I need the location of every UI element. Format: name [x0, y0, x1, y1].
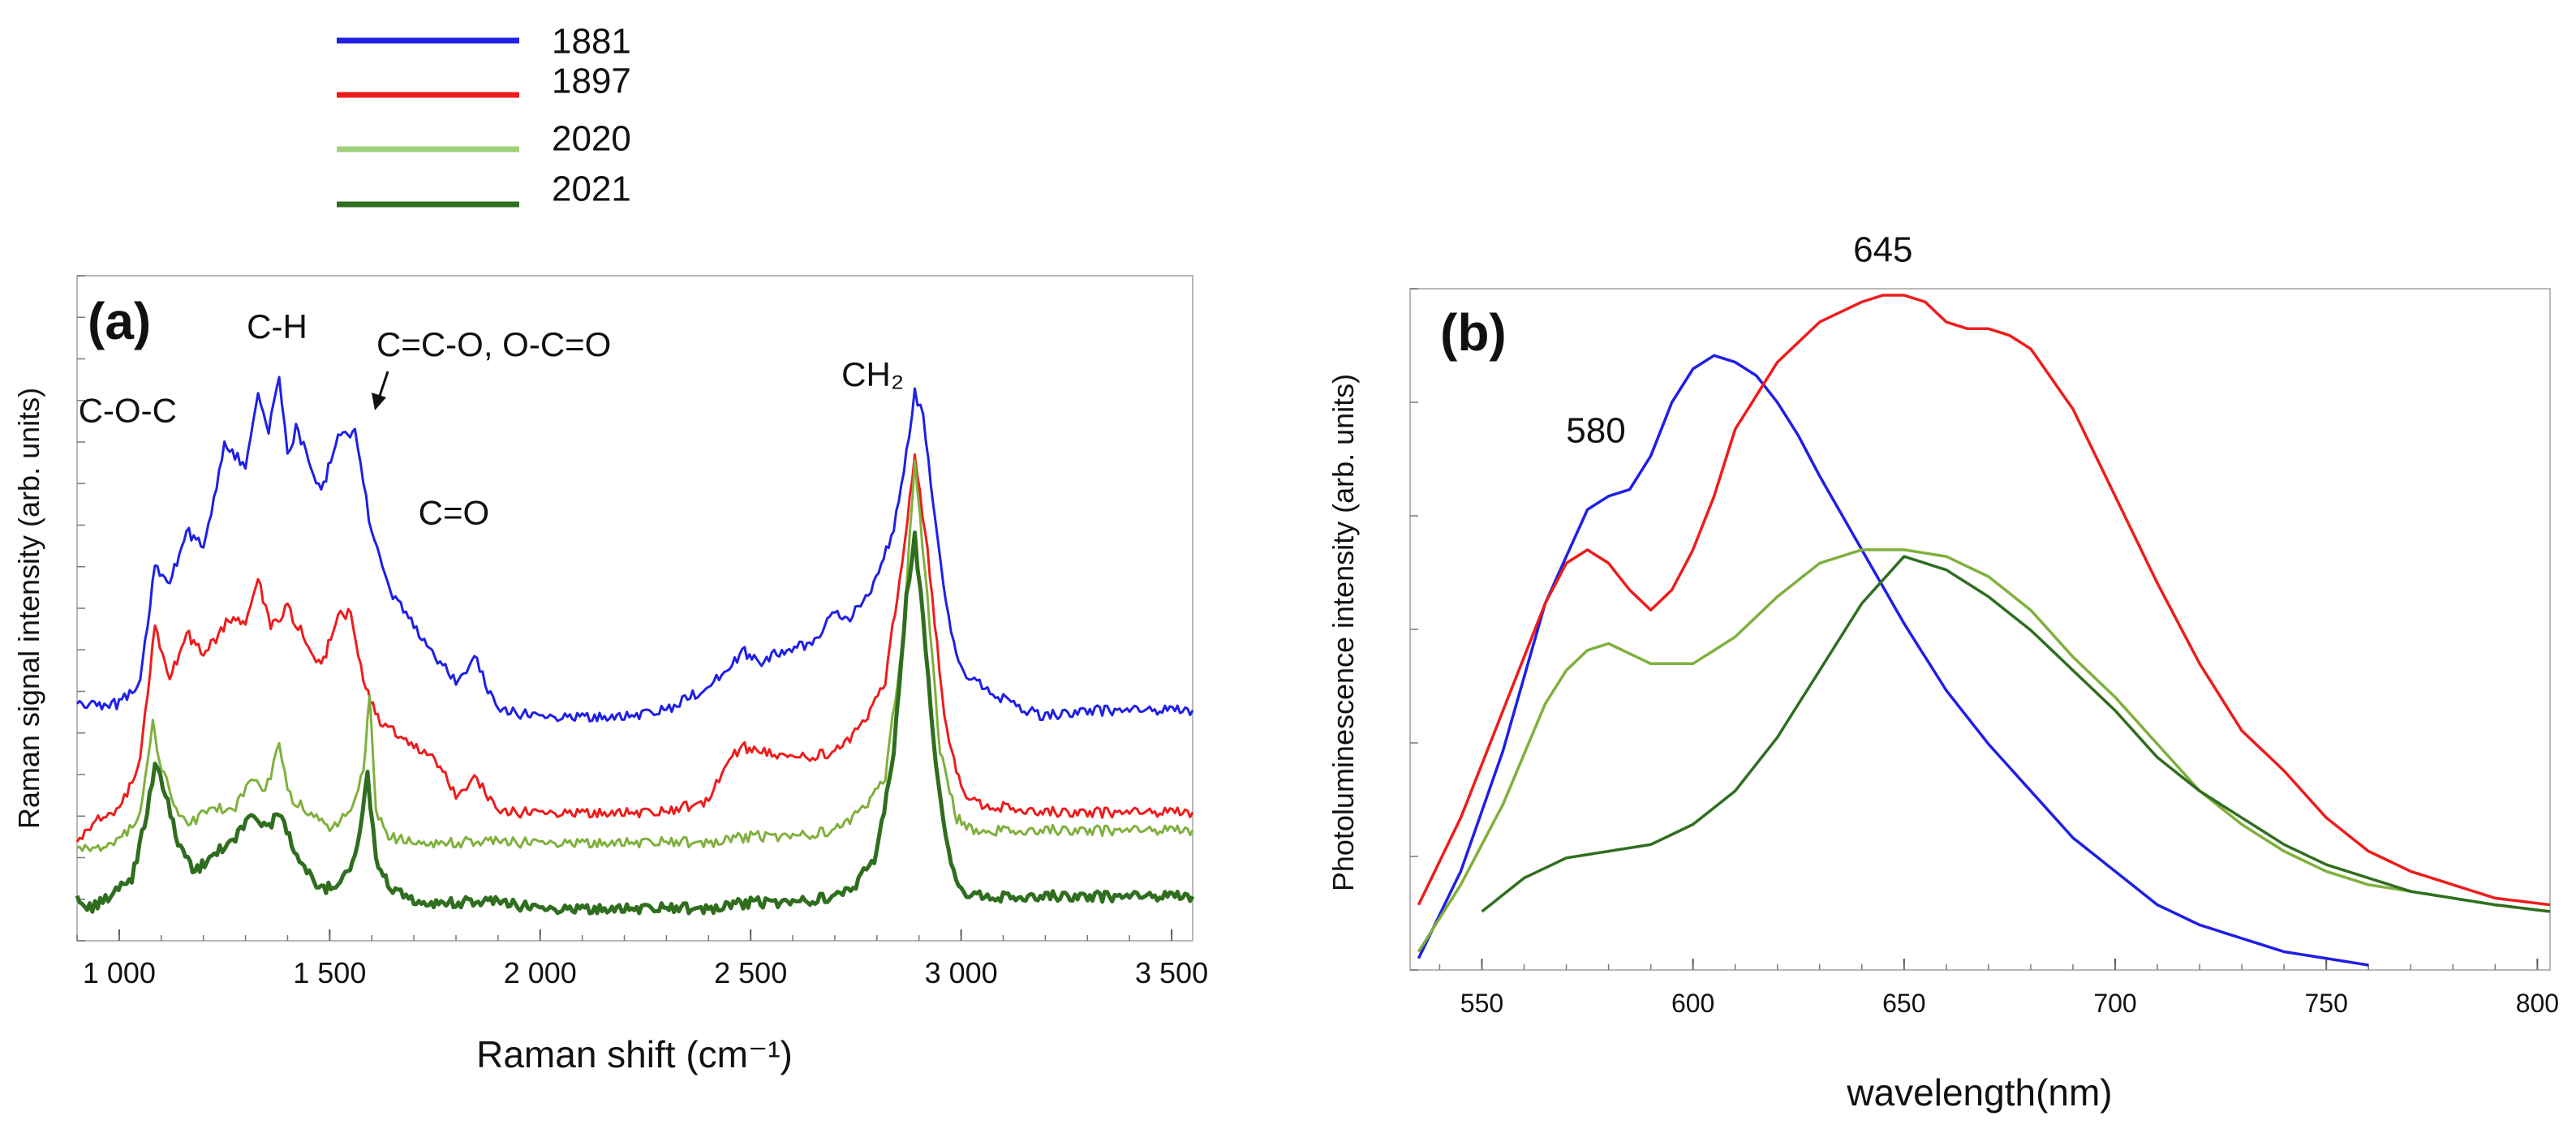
series-line-2021 — [1481, 555, 2551, 913]
series-line-2020 — [1417, 548, 2551, 953]
annotation-label: C-H — [247, 307, 307, 345]
ytick-marks-b — [1410, 288, 1418, 971]
xlabel-b: wavelength(nm) — [1846, 1071, 2112, 1114]
xtick-marks-a: 1 000 1 500 2 000 2 500 3 000 3 500 — [76, 929, 1208, 989]
series-line-1897 — [75, 453, 1194, 843]
series-line-1897 — [1417, 294, 2551, 907]
annotation-arrow-head — [372, 393, 386, 410]
xtick-label: 1 500 — [293, 956, 366, 989]
series-line-1881 — [1417, 354, 2369, 967]
annotation-label: 645 — [1853, 230, 1912, 270]
annotation-label: CH₂ — [841, 355, 904, 393]
xtick-label: 800 — [2516, 989, 2559, 1018]
legend-label-2021: 2021 — [552, 170, 631, 209]
series-layer-a — [75, 376, 1195, 916]
legend-label-1881: 1881 — [552, 22, 631, 62]
annotations-a: C-O-C C-H C=C-O, O-C=O C=O CH₂ — [79, 307, 905, 531]
annotation-label: C-O-C — [79, 392, 177, 430]
series-line-1881 — [75, 376, 1194, 723]
xtick-label: 750 — [2305, 989, 2348, 1018]
xtick-label: 600 — [1671, 989, 1714, 1018]
xtick-label: 650 — [1882, 989, 1925, 1018]
ylabel-a: Raman signal intensity (arb. units) — [12, 388, 45, 829]
chart-panel-a: 1 000 1 500 2 000 2 500 3 000 3 500 C-O-CC-H C… — [12, 275, 1208, 1075]
series-layer-b — [1417, 294, 2551, 967]
xtick-label: 550 — [1460, 989, 1503, 1018]
xlabel-a: Raman shift (cm⁻¹) — [476, 1033, 793, 1075]
xtick-label: 1 000 — [83, 956, 156, 989]
legend-label-1897: 1897 — [552, 62, 631, 101]
legend-label-2020: 2020 — [552, 119, 631, 159]
ytick-marks-a — [77, 275, 85, 942]
series-line-2020 — [76, 459, 1194, 852]
plot-frame-a — [76, 275, 1193, 942]
annotation-label: C=C-O, O-C=O — [376, 325, 611, 363]
xtick-label: 2 000 — [504, 956, 577, 989]
xtick-marks-b: 550 600 650 700 750 800 — [1439, 959, 2559, 1018]
plot-frame-b — [1409, 288, 2551, 971]
xtick-label: 3 000 — [925, 956, 998, 989]
panel-label-b: (b) — [1440, 303, 1507, 362]
legend: 1881 1897 2020 2021 — [337, 22, 631, 209]
xtick-label: 3 500 — [1135, 956, 1208, 989]
xtick-label: 2 500 — [714, 956, 787, 989]
chart-panel-b: 550 600 650 700 750 800 645 580 (b) wavelength… — [1327, 230, 2559, 1114]
annotations-b: 645 580 — [1566, 230, 1912, 451]
ylabel-b: Photoluminescence intensity (arb. units) — [1327, 374, 1360, 891]
annotation-label: 580 — [1566, 411, 1625, 451]
xtick-label: 700 — [2093, 989, 2136, 1018]
series-line-2021 — [75, 530, 1195, 916]
annotation-label: C=O — [419, 493, 490, 531]
panel-label-a: (a) — [88, 292, 151, 350]
